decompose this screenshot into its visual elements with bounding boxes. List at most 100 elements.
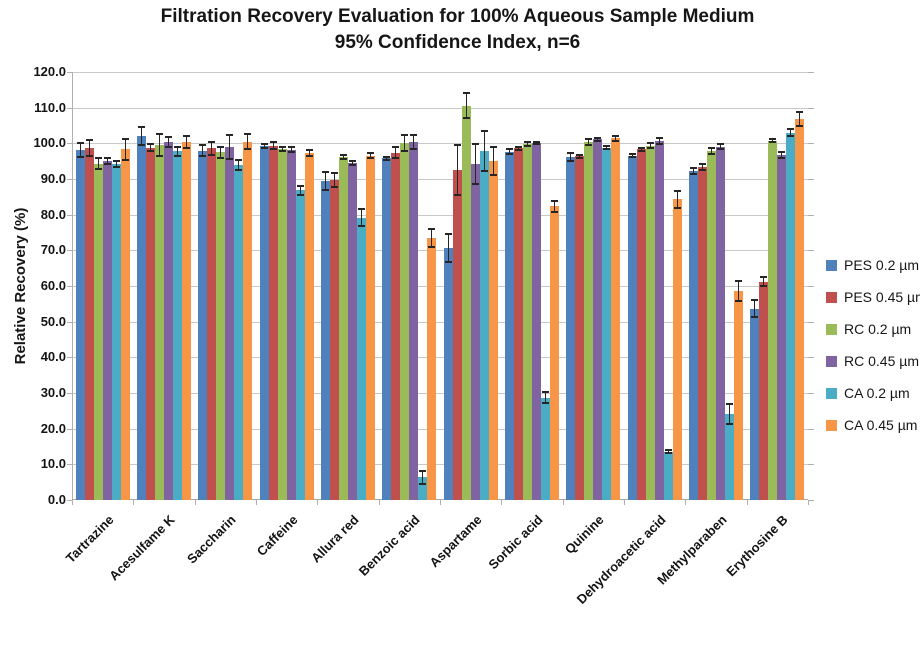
bar	[234, 164, 244, 500]
error-bar-cap-bottom	[576, 156, 584, 159]
y-tick-label: 10.0	[40, 456, 66, 471]
error-bar-line	[640, 147, 642, 152]
bar	[304, 152, 314, 500]
x-axis-tick	[808, 500, 809, 505]
error-bar-line	[334, 172, 335, 187]
bar	[75, 150, 85, 500]
bar	[654, 140, 664, 500]
gridline	[72, 357, 808, 358]
error-bar-line	[456, 145, 458, 195]
x-axis-tick	[317, 500, 318, 505]
bar	[259, 145, 269, 500]
bar	[268, 145, 278, 500]
y-tick-label: 20.0	[40, 421, 66, 436]
error-bar-cap-bottom	[278, 149, 286, 152]
x-axis-tick	[379, 500, 380, 505]
error-bar-line	[676, 191, 678, 208]
error-bar-cap-top	[603, 145, 611, 148]
error-bar-cap-bottom	[331, 185, 338, 188]
error-bar-cap-bottom	[85, 154, 93, 157]
error-bar-cap-bottom	[551, 210, 558, 213]
x-axis-tick	[72, 500, 73, 505]
y-axis-tick	[67, 393, 72, 394]
error-bar-line	[615, 135, 617, 142]
error-bar-cap-top	[751, 298, 759, 301]
y-tick-label: 0.0	[47, 492, 66, 507]
error-bar-line	[667, 450, 669, 454]
error-bar-cap-bottom	[244, 148, 252, 150]
chart-title-line2: 95% Confidence Index, n=6	[334, 32, 581, 53]
y-tick-label: 90.0	[40, 171, 66, 186]
bar	[400, 142, 410, 500]
bar	[164, 141, 173, 500]
error-bar-cap-bottom	[367, 156, 374, 159]
bar	[725, 414, 734, 500]
bar	[366, 155, 375, 500]
error-bar-cap-top	[419, 469, 427, 472]
error-bar-cap-top	[340, 153, 347, 156]
bar	[295, 190, 305, 500]
error-bar-line	[465, 93, 467, 119]
bar	[768, 140, 778, 500]
error-bar-cap-top	[383, 155, 391, 158]
error-bar-cap-top	[506, 148, 513, 151]
gridline	[72, 215, 808, 216]
bar	[593, 139, 603, 500]
error-bar-line	[238, 159, 240, 170]
error-bar-cap-top	[524, 141, 531, 144]
bar	[120, 149, 130, 500]
error-bar-cap-bottom	[340, 158, 347, 160]
y-axis-tick	[67, 143, 72, 144]
error-bar-cap-bottom	[358, 224, 365, 227]
error-bar-cap-top	[103, 157, 111, 159]
error-bar-cap-bottom	[428, 245, 436, 248]
bar	[689, 171, 698, 500]
error-bar-line	[413, 135, 415, 149]
error-bar-cap-top	[594, 137, 602, 139]
error-bar-line	[404, 134, 406, 151]
error-bar-line	[631, 153, 633, 158]
gridline	[72, 393, 808, 394]
error-bar-line	[790, 129, 792, 137]
bar	[216, 152, 226, 501]
error-bar-line	[325, 171, 326, 190]
error-bar-cap-bottom	[628, 156, 636, 159]
legend: PES 0.2 µm PES 0.45 µm RC 0.2 µm RC 0.45 µm…	[826, 257, 920, 450]
error-bar-cap-bottom	[296, 193, 304, 196]
error-bar-line	[352, 160, 353, 165]
legend-item: PES 0.45 µm	[826, 289, 920, 305]
legend-item: PES 0.2 µm	[826, 257, 920, 273]
y-axis-tick	[67, 108, 72, 109]
legend-swatch-icon	[826, 259, 837, 271]
error-bar-cap-top	[769, 137, 777, 140]
error-bar-cap-top	[444, 232, 452, 235]
error-bar-line	[554, 200, 555, 212]
error-bar-cap-top	[726, 403, 733, 406]
error-bar-cap-bottom	[174, 154, 181, 157]
error-bar-line	[97, 158, 99, 170]
error-bar-cap-top	[260, 142, 268, 145]
gridline	[72, 179, 808, 180]
bar	[207, 148, 217, 500]
bar	[663, 451, 673, 500]
bar	[750, 308, 760, 500]
bar	[321, 180, 330, 500]
error-bar-line	[159, 134, 160, 156]
legend-item: RC 0.45 µm	[826, 353, 920, 369]
gridline	[72, 464, 808, 465]
legend-label: CA 0.2 µm	[844, 385, 910, 401]
error-bar-line	[702, 164, 703, 170]
bar	[111, 163, 121, 500]
bar	[532, 143, 541, 500]
error-bar-line	[738, 281, 739, 301]
error-bar-line	[536, 141, 537, 145]
bar	[636, 149, 646, 500]
plot-area: 0.0 10.0 20.0 30.0 40.0 50.0 60.0 70.0 80.0 90.0 1…	[33, 64, 814, 607]
gridline	[72, 322, 808, 323]
error-bar-line	[447, 233, 449, 263]
error-bar-cap-top	[542, 390, 549, 393]
y-axis-tick	[67, 215, 72, 216]
error-bar-cap-top	[551, 199, 558, 202]
error-bar-cap-top	[796, 110, 804, 113]
y-axis-tick	[67, 72, 72, 73]
